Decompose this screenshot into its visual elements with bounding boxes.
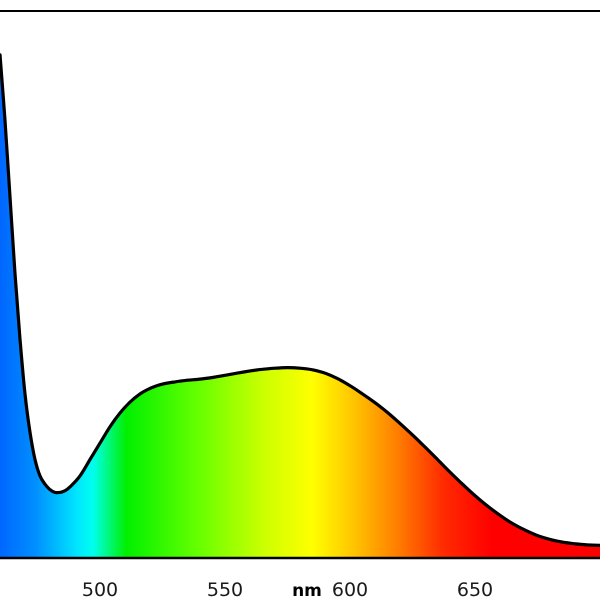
x-axis-unit-label: nm — [292, 581, 322, 600]
plot-area — [0, 53, 600, 558]
x-axis-ticks: 500 550 600 650 — [82, 579, 493, 600]
x-tick-label-650: 650 — [457, 579, 493, 600]
x-tick-label-550: 550 — [207, 579, 243, 600]
spectrum-curve-line — [0, 53, 600, 547]
x-tick-label-500: 500 — [82, 579, 118, 600]
spectrum-area — [0, 54, 600, 558]
x-tick-label-600: 600 — [332, 579, 368, 600]
